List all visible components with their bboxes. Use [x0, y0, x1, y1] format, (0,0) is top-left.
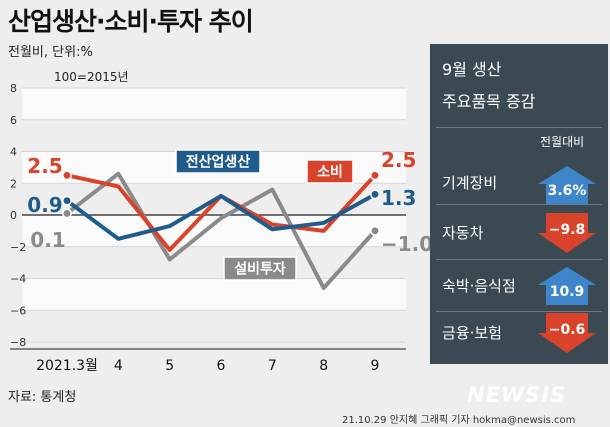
series-line: [65, 171, 377, 291]
panel-item-label: 기계장비: [442, 174, 498, 192]
source-note: 자료: 통계청: [8, 390, 77, 405]
series-tag-label: 설비투자: [234, 262, 286, 278]
y-tick-label: 2: [10, 177, 17, 190]
x-tick-label: 6: [217, 358, 226, 374]
panel-title-line1: 9월 생산: [442, 60, 502, 79]
x-tick-label: 9: [371, 358, 380, 374]
series-endpoint: [370, 189, 380, 200]
up-arrow-icon: [538, 267, 596, 305]
series-tag-label: 소비: [317, 165, 343, 181]
panel-arrows: 3.6% −9.8 10.9 −0.6: [538, 166, 596, 353]
panel-item-value: 10.9: [550, 284, 585, 300]
panel-divider: [436, 127, 602, 128]
series-endpoint: [62, 195, 72, 206]
panel-divider: [436, 259, 602, 260]
up-arrow-icon: [538, 166, 596, 204]
series-tag-label: 전산업생산: [186, 154, 251, 171]
base-year-note: 100=2015년: [54, 70, 129, 84]
page-title: 산업생산·소비·투자 추이: [8, 7, 254, 36]
y-tick-label: −2: [10, 241, 26, 254]
down-arrow-icon: [538, 213, 596, 253]
series-start-value: 0.1: [30, 228, 65, 252]
y-tick-label: −4: [10, 273, 26, 286]
down-arrow-icon: [538, 313, 596, 353]
panel-item-value: 3.6%: [548, 183, 587, 199]
panel-item-label: 금융·보험: [442, 324, 502, 342]
series-end-value: 1.3: [381, 186, 416, 210]
series-start-value: 0.9: [27, 193, 62, 217]
panel-divider: [436, 204, 602, 205]
series-start-value: 2.5: [27, 154, 62, 178]
y-tick-label: −8: [10, 336, 26, 349]
series-endpoint: [62, 208, 72, 219]
series-tag: [306, 159, 354, 184]
series-line: [65, 192, 376, 241]
x-tick-label: 4: [114, 358, 123, 374]
panel-item-value: −0.6: [549, 322, 586, 338]
grid-band: [22, 88, 406, 120]
x-tick-label: 5: [165, 358, 174, 374]
panel-title-line2: 주요품목 증감: [442, 92, 536, 111]
series-endpoint: [370, 225, 380, 236]
newsis-watermark: NEWSIS: [467, 383, 567, 407]
y-tick-label: −6: [10, 304, 26, 317]
x-tick-label: 2021.3월: [36, 358, 98, 374]
x-tick-label: 8: [319, 358, 328, 374]
grid-band: [22, 215, 406, 247]
unit-label: 전월비, 단위:%: [8, 45, 93, 60]
series-tag: [223, 256, 297, 281]
y-tick-label: 4: [10, 146, 17, 159]
panel-item-label: 숙박·음식점: [442, 277, 516, 295]
panel-column-header: 전월대비: [540, 135, 585, 149]
series-end-value: 2.5: [381, 148, 416, 172]
y-tick-label: 0: [10, 209, 17, 222]
series-tag: [175, 149, 261, 174]
x-tick-label: 7: [268, 358, 277, 374]
panel-item-value: −9.8: [549, 222, 586, 238]
series-endpoint: [370, 170, 380, 181]
credit-line: 21.10.29 안지혜 그래픽 기자 hokma@newsis.com: [342, 415, 576, 426]
grid-band: [22, 278, 406, 311]
series-end-value: −1.0: [381, 232, 430, 256]
chart-series: [62, 170, 380, 291]
panel-item-label: 자동차: [442, 224, 484, 242]
panel-divider: [436, 311, 602, 312]
series-endpoint: [62, 170, 72, 181]
y-tick-label: 8: [10, 82, 17, 95]
y-tick-label: 6: [10, 114, 17, 127]
